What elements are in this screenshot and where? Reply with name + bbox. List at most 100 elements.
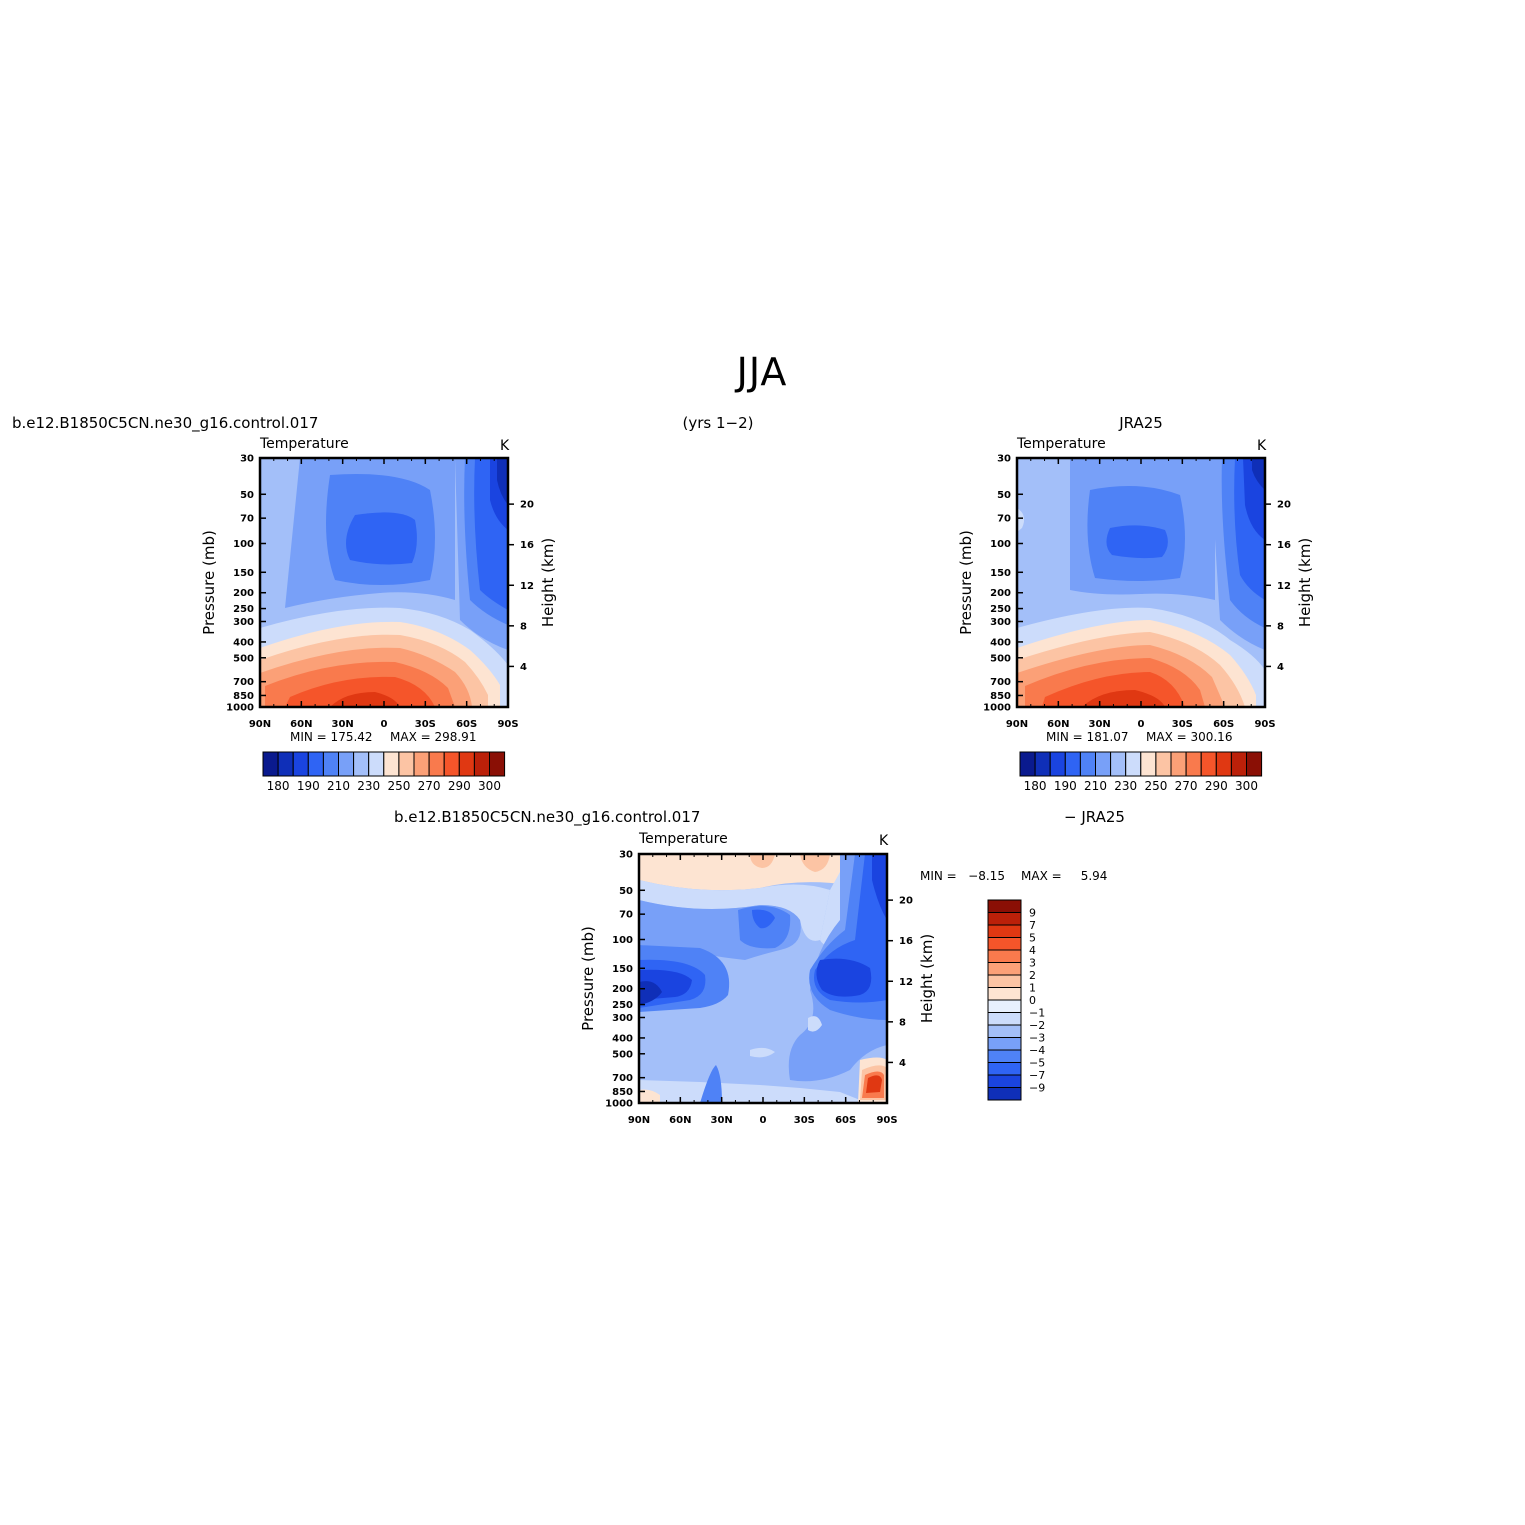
p-tick-label-model: 70 bbox=[240, 514, 254, 525]
panel-diff-min: MIN = −8.15 bbox=[920, 869, 1005, 883]
z-tick-label-obs: 16 bbox=[1277, 540, 1291, 551]
diff-colorbar-box bbox=[987, 1062, 1022, 1076]
panel-diff-max: MAX = 5.94 bbox=[1021, 869, 1108, 883]
p-tick-label-model: 500 bbox=[233, 653, 254, 664]
colorbar-box-model bbox=[383, 751, 400, 777]
panel-model-contours bbox=[260, 458, 508, 707]
colorbar-box-model bbox=[292, 751, 309, 777]
p-tick-label-diff: 850 bbox=[612, 1087, 633, 1098]
y-axis-title-diff: Pressure (mb) bbox=[579, 926, 597, 1031]
p-tick-label-obs: 30 bbox=[997, 454, 1011, 465]
x-tick-label-diff: 30S bbox=[794, 1115, 815, 1126]
p-tick-label-model: 250 bbox=[233, 604, 254, 615]
z-tick-label-model: 20 bbox=[520, 500, 534, 511]
x-tick-label-model: 0 bbox=[381, 719, 388, 730]
x-tick-label-diff: 90N bbox=[628, 1115, 650, 1126]
y-axis-title-model: Pressure (mb) bbox=[200, 530, 218, 635]
diff-colorbar-label: 4 bbox=[1029, 944, 1036, 957]
z-tick-label-obs: 8 bbox=[1277, 621, 1284, 632]
diff-colorbar-label: −5 bbox=[1029, 1057, 1045, 1070]
p-tick-label-obs: 50 bbox=[997, 490, 1011, 501]
colorbar-label-model: 230 bbox=[357, 779, 380, 793]
p-tick-label-diff: 400 bbox=[612, 1033, 633, 1044]
x-tick-label-obs: 60N bbox=[1047, 719, 1069, 730]
colorbar-box-obs bbox=[1200, 751, 1217, 777]
panel-diff-variable: Temperature bbox=[639, 831, 728, 847]
x-tick-label-obs: 30S bbox=[1172, 719, 1193, 730]
colorbar-box-obs bbox=[1019, 751, 1036, 777]
x-tick-label-obs: 60S bbox=[1213, 719, 1234, 730]
y2-axis-title-obs: Height (km) bbox=[1296, 538, 1314, 627]
colorbar-box-obs bbox=[1034, 751, 1051, 777]
diff-colorbar-label: 3 bbox=[1029, 957, 1036, 970]
p-tick-label-obs: 1000 bbox=[983, 703, 1011, 714]
x-tick-label-model: 30N bbox=[332, 719, 354, 730]
diff-colorbar-box bbox=[987, 937, 1022, 951]
colorbar-label-model: 210 bbox=[327, 779, 350, 793]
colorbar-box-model bbox=[353, 751, 370, 777]
diff-colorbar-box bbox=[987, 1087, 1022, 1101]
colorbar-label-model: 190 bbox=[297, 779, 320, 793]
p-tick-label-model: 200 bbox=[233, 588, 254, 599]
p-tick-label-diff: 700 bbox=[612, 1073, 633, 1084]
colorbar-label-obs: 300 bbox=[1235, 779, 1258, 793]
colorbar-label-model: 250 bbox=[387, 779, 410, 793]
colorbar-box-obs bbox=[1170, 751, 1187, 777]
z-tick-label-model: 4 bbox=[520, 662, 527, 673]
x-tick-label-model: 60N bbox=[290, 719, 312, 730]
z-tick-label-obs: 4 bbox=[1277, 662, 1284, 673]
p-tick-label-diff: 100 bbox=[612, 935, 633, 946]
y2-axis-title-diff: Height (km) bbox=[918, 934, 936, 1023]
colorbar-box-obs bbox=[1049, 751, 1066, 777]
panel-obs-contours bbox=[1017, 458, 1265, 707]
z-tick-label-diff: 12 bbox=[899, 977, 913, 988]
diff-colorbar-box bbox=[987, 974, 1022, 988]
colorbar-box-obs bbox=[1110, 751, 1127, 777]
colorbar-box-model bbox=[489, 751, 506, 777]
colorbar-label-model: 290 bbox=[448, 779, 471, 793]
diff-colorbar-box bbox=[987, 1037, 1022, 1051]
colorbar-box-obs bbox=[1079, 751, 1097, 777]
x-tick-label-diff: 90S bbox=[876, 1115, 897, 1126]
z-tick-label-obs: 12 bbox=[1277, 581, 1291, 592]
panel-model-variable: Temperature bbox=[260, 436, 349, 452]
right-case-label: JRA25 bbox=[1119, 414, 1163, 432]
p-tick-label-model: 1000 bbox=[226, 703, 254, 714]
diff-colorbar-box bbox=[987, 1024, 1022, 1038]
panel-diff-contours bbox=[639, 854, 887, 1103]
z-tick-label-model: 12 bbox=[520, 581, 534, 592]
panel-model-max: MAX = 298.91 bbox=[390, 730, 477, 744]
colorbar-label-obs: 190 bbox=[1054, 779, 1077, 793]
x-tick-label-obs: 0 bbox=[1138, 719, 1145, 730]
p-tick-label-obs: 500 bbox=[990, 653, 1011, 664]
p-tick-label-obs: 300 bbox=[990, 617, 1011, 628]
colorbar-box-model bbox=[262, 751, 279, 777]
p-tick-label-obs: 200 bbox=[990, 588, 1011, 599]
panel-obs-max: MAX = 300.16 bbox=[1146, 730, 1233, 744]
colorbar-label-obs: 210 bbox=[1084, 779, 1107, 793]
diff-case-left-label: b.e12.B1850C5CN.ne30_g16.control.017 bbox=[394, 808, 701, 826]
p-tick-label-model: 50 bbox=[240, 490, 254, 501]
p-tick-label-diff: 150 bbox=[612, 964, 633, 975]
p-tick-label-diff: 1000 bbox=[605, 1099, 633, 1110]
p-tick-label-obs: 70 bbox=[997, 514, 1011, 525]
x-tick-label-obs: 90S bbox=[1254, 719, 1275, 730]
colorbar-box-obs bbox=[1230, 751, 1248, 777]
p-tick-label-obs: 400 bbox=[990, 637, 1011, 648]
x-tick-label-model: 30S bbox=[415, 719, 436, 730]
p-tick-label-model: 100 bbox=[233, 539, 254, 550]
diff-colorbar-label: −9 bbox=[1029, 1082, 1045, 1095]
diff-colorbar-label: −7 bbox=[1029, 1069, 1045, 1082]
left-case-label: b.e12.B1850C5CN.ne30_g16.control.017 bbox=[12, 414, 319, 432]
p-tick-label-diff: 300 bbox=[612, 1013, 633, 1024]
p-tick-label-model: 300 bbox=[233, 617, 254, 628]
x-tick-label-diff: 60N bbox=[669, 1115, 691, 1126]
diff-colorbar-box bbox=[987, 962, 1022, 976]
x-tick-label-model: 90N bbox=[249, 719, 271, 730]
colorbar-box-model bbox=[428, 751, 445, 777]
panel-obs-variable: Temperature bbox=[1017, 436, 1106, 452]
colorbar-box-obs bbox=[1125, 751, 1142, 777]
colorbar-box-model bbox=[473, 751, 490, 777]
z-tick-label-diff: 8 bbox=[899, 1017, 906, 1028]
